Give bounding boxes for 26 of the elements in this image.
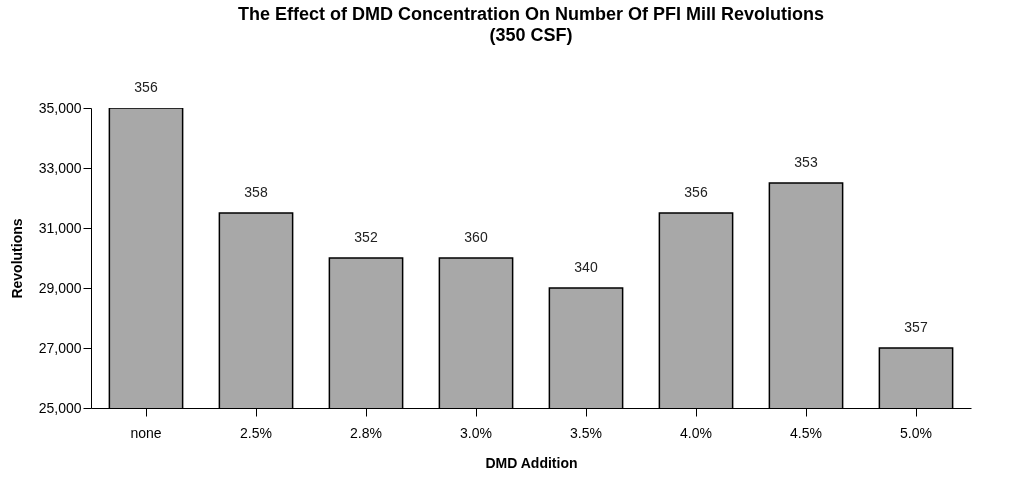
annotation: 357 xyxy=(904,319,928,335)
x-tick-label: none xyxy=(130,424,162,441)
annotation: 360 xyxy=(464,229,488,245)
y-tick-label: 27,000 xyxy=(38,339,82,356)
annotation: 358 xyxy=(244,184,268,200)
chart-title: The Effect of DMD Concentration On Number Of PFI Mill Revolutions xyxy=(237,4,825,24)
annotation: 356 xyxy=(134,79,158,95)
x-tick-label: 2.8% xyxy=(350,424,382,441)
x-tick-label: 4.0% xyxy=(680,424,712,441)
y-axis-title: Revolutions xyxy=(8,218,25,299)
x-tick-label: 5.0% xyxy=(900,424,932,441)
y-tick-label: 33,000 xyxy=(38,159,82,176)
x-tick-label: 3.0% xyxy=(460,424,492,441)
annotation: 356 xyxy=(684,184,708,200)
y-tick-label: 31,000 xyxy=(38,219,82,236)
annotation: 353 xyxy=(794,154,818,170)
annotation: 352 xyxy=(354,229,378,245)
y-tick-label: 25,000 xyxy=(38,399,82,416)
x-tick-label: 3.5% xyxy=(570,424,602,441)
x-tick-label: 4.5% xyxy=(790,424,822,441)
x-tick-label: 2.5% xyxy=(240,424,272,441)
y-tick-label: 35,000 xyxy=(38,99,82,116)
y-tick-label: 29,000 xyxy=(38,279,82,296)
chart-subtitle: (350 CSF) xyxy=(489,25,573,45)
annotation: 340 xyxy=(574,259,598,275)
x-axis-title: DMD Addition xyxy=(485,454,578,471)
